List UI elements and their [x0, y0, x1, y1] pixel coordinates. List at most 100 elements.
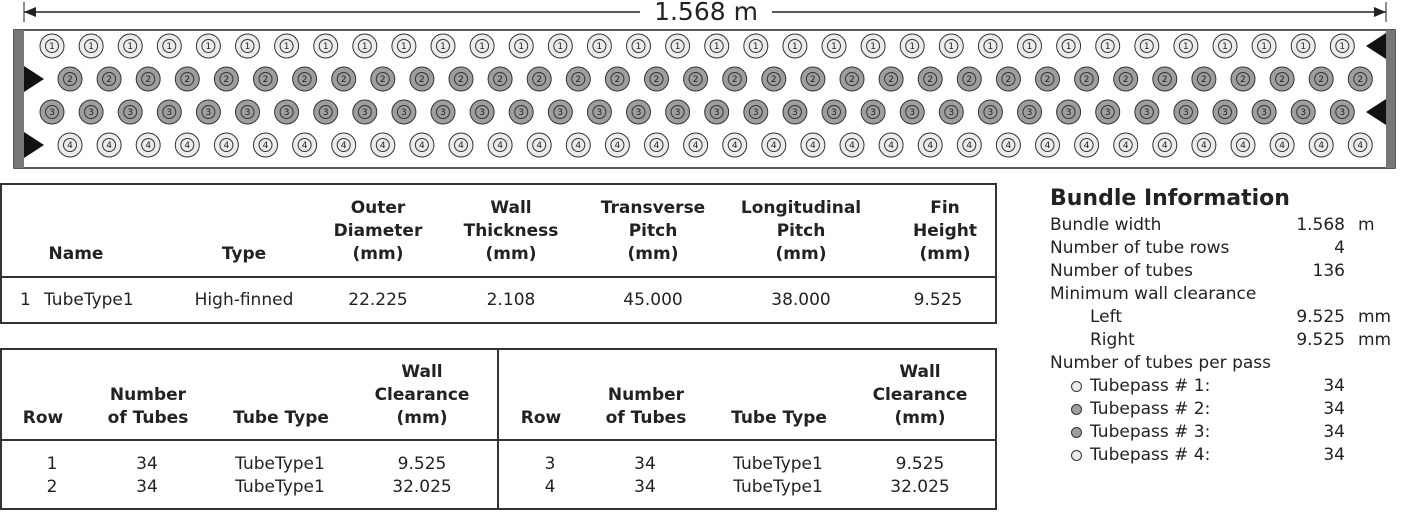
tube-pass: 4 [1162, 141, 1168, 151]
tube-pass: 2 [1240, 75, 1246, 85]
info-value: 34 [1323, 376, 1345, 396]
info-value: 34 [1323, 445, 1345, 465]
tube-core [336, 138, 351, 152]
tube-pass: 2 [927, 75, 933, 85]
column-header: Tube Type [731, 408, 827, 428]
table-cell: 9.525 [895, 454, 945, 474]
tube-pass: 2 [654, 75, 660, 85]
tube-pass: 1 [88, 42, 94, 52]
tube-pass: 1 [401, 42, 407, 52]
tube-pass: 3 [362, 108, 368, 118]
tube-pass: 1 [870, 42, 876, 52]
info-title: Bundle Information [1050, 186, 1290, 211]
tube-core [454, 138, 468, 152]
tube-core [553, 105, 568, 119]
tube-core [944, 39, 959, 53]
tube-core [1314, 72, 1329, 86]
tube-pass: 2 [302, 75, 308, 85]
info-unit: mm [1358, 307, 1392, 327]
tube-core [727, 72, 742, 86]
tube-pass: 1 [988, 42, 994, 52]
tube-core [1139, 39, 1154, 53]
tube-core [1314, 138, 1329, 152]
tube-core [866, 39, 881, 53]
info-label: Tubepass # 1: [1090, 376, 1211, 396]
tube-pass: 3 [988, 108, 994, 118]
table-cell: TubeType1 [235, 454, 325, 474]
tube-pass: 2 [771, 75, 777, 85]
tube-pass: 4 [184, 141, 190, 151]
tube-pass: 2 [575, 75, 581, 85]
tube-core [1236, 72, 1250, 86]
tube-core [1061, 105, 1076, 119]
table-cell: TubeType1 [235, 477, 325, 497]
tube-pass: 3 [1105, 108, 1111, 118]
tube-core [532, 138, 547, 152]
tube-core [180, 138, 195, 152]
table-cell: 3 [544, 454, 556, 474]
tube-core [827, 105, 841, 119]
tube-pass: 3 [49, 108, 55, 118]
table-cell: 1 [46, 454, 58, 474]
tube-pass: 1 [831, 42, 837, 52]
tube-core [63, 138, 77, 152]
tube-pass: 3 [323, 108, 329, 118]
tube-pass: 4 [497, 141, 503, 151]
tube-pass: 3 [1339, 108, 1345, 118]
tube-core [514, 105, 529, 119]
tube-pass: 2 [145, 75, 151, 85]
tube-pass: 2 [1084, 75, 1090, 85]
column-header: Outer Diameter (mm) [333, 198, 423, 264]
tube-core [258, 138, 273, 152]
tube-core [1118, 138, 1133, 152]
table-cell: 1 [20, 290, 31, 310]
table-cell: 22.225 [348, 290, 408, 310]
tube-core [787, 105, 802, 119]
info-value: 9.525 [1296, 330, 1345, 350]
tube-pass: 2 [419, 75, 425, 85]
tube-pass: 1 [1339, 42, 1345, 52]
tube-core [357, 105, 372, 119]
tube-pass: 2 [67, 75, 73, 85]
table-cell: 34 [634, 454, 656, 474]
tube-core [766, 72, 781, 86]
tube-pass: 4 [888, 141, 894, 151]
tube-core [983, 105, 998, 119]
tube-core [532, 72, 547, 86]
tube-pass: 3 [948, 108, 954, 118]
tube-core [1257, 39, 1272, 53]
tube-pass: 4 [849, 141, 855, 151]
tube-core [318, 39, 333, 53]
tube-core [592, 39, 607, 53]
table-cell: 38.000 [771, 290, 831, 310]
tube-pass: 2 [1318, 75, 1324, 85]
tube-core [45, 105, 59, 119]
table-cell: 9.525 [913, 290, 963, 310]
info-label: Number of tube rows [1050, 238, 1230, 258]
tube-core [475, 105, 490, 119]
tube-core [1022, 39, 1037, 53]
tube-pass: 1 [518, 42, 524, 52]
tube-pass: 4 [302, 141, 308, 151]
tube-pass: 4 [575, 141, 581, 151]
tube-core [1118, 72, 1133, 86]
tube-pass: 4 [224, 141, 230, 151]
tube-pass: 4 [810, 141, 816, 151]
tube-core [1296, 105, 1311, 119]
column-header: Number of Tubes [107, 385, 189, 428]
tube-core [201, 39, 216, 53]
tube-pass: 2 [106, 75, 112, 85]
tube-core [1001, 72, 1016, 86]
tube-core [1022, 105, 1037, 119]
tube-pass: 4 [263, 141, 269, 151]
info-unit: m [1358, 215, 1375, 235]
tube-core [493, 138, 508, 152]
tube-pass: 2 [732, 75, 738, 85]
tube-pass: 4 [1318, 141, 1324, 151]
tube-type-table [0, 183, 997, 324]
tube-core [727, 138, 742, 152]
tube-pass: 1 [245, 42, 251, 52]
tube-core [923, 72, 938, 86]
table-cell: 2.108 [486, 290, 536, 310]
tube-pass: 2 [810, 75, 816, 85]
